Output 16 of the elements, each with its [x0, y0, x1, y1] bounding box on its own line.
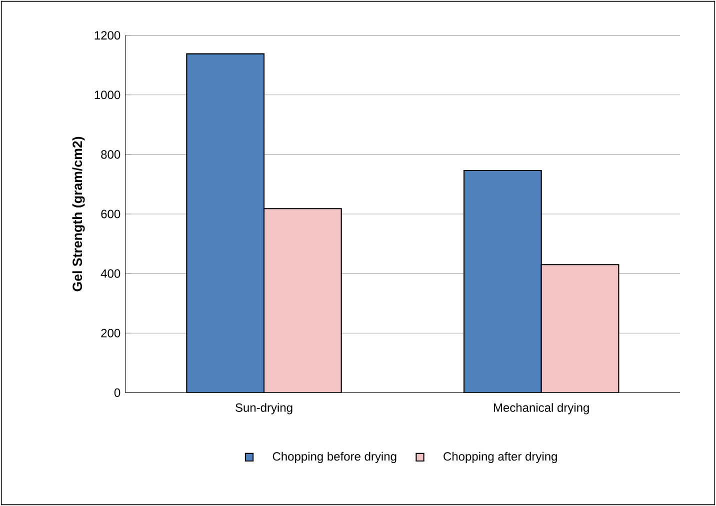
y-tick-label: 1200 [94, 31, 120, 40]
bar [463, 170, 542, 393]
x-tick-label: Mechanical drying [494, 403, 589, 414]
legend-label: Chopping before drying [272, 452, 396, 464]
x-tick-label: Sun-drying [236, 403, 292, 414]
y-tick-label: 1000 [94, 90, 120, 100]
y-tick-label: 200 [101, 328, 120, 338]
y-tick-label: 0 [114, 388, 120, 397]
y-axis-title: Gel Strength (gram/cm2) [72, 136, 85, 292]
bar [186, 53, 265, 393]
bar [540, 264, 620, 393]
y-tick-label: 400 [100, 269, 120, 278]
y-tick-label: 800 [101, 150, 120, 159]
y-tick-label: 600 [101, 210, 120, 218]
legend-label: Chopping after drying [444, 452, 557, 464]
bar [263, 208, 342, 393]
